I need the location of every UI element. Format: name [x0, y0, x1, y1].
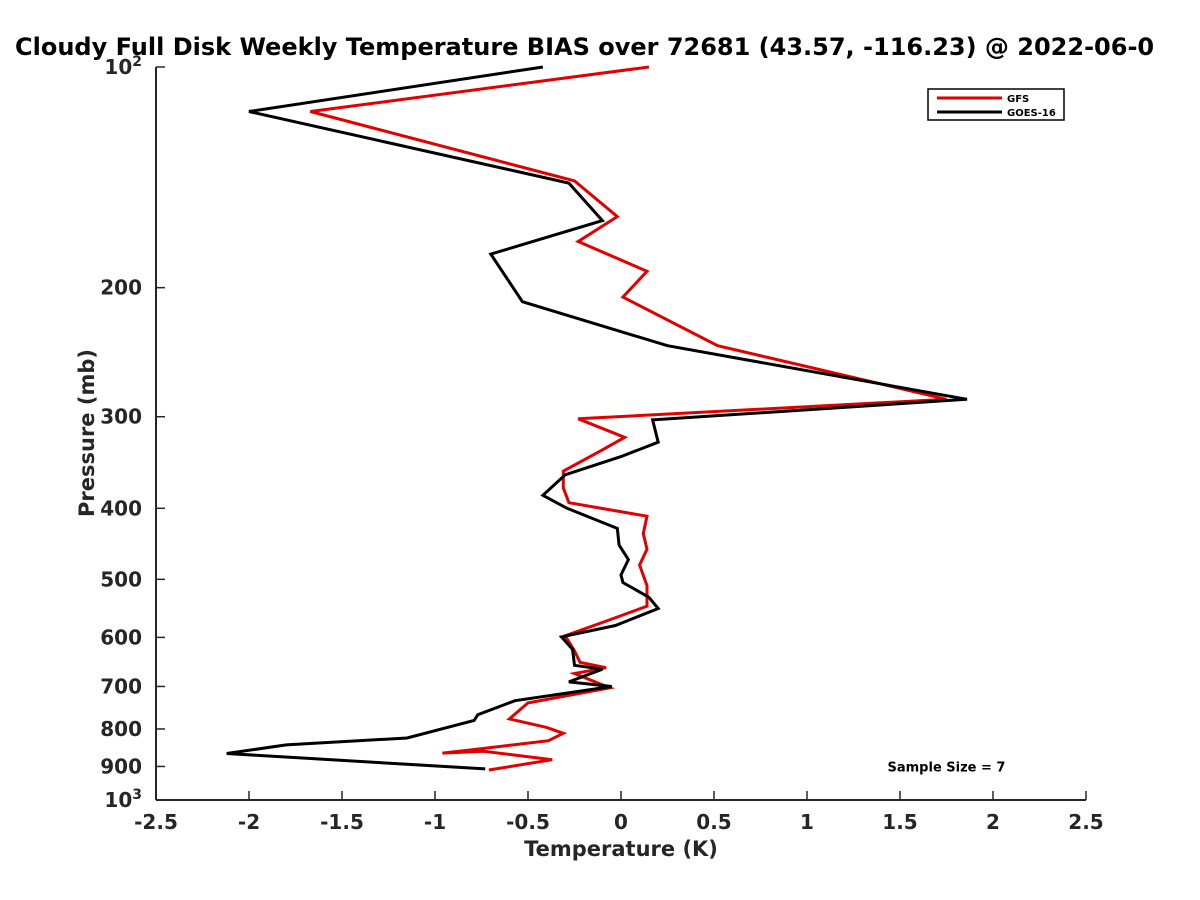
x-tick-label: -2.5	[134, 810, 178, 834]
chart-title: Cloudy Full Disk Weekly Temperature BIAS…	[15, 33, 1154, 61]
legend: GFS GOES-16	[927, 88, 1065, 121]
y-tick-label-base: 800	[100, 717, 142, 741]
y-tick-label-base: 10	[104, 55, 132, 79]
y-tick-label-base: 500	[100, 567, 142, 591]
sample-size-annotation: Sample Size = 7	[888, 760, 1006, 775]
y-axis-label: Pressure (mb)	[75, 349, 99, 517]
x-tick-label: -1	[424, 810, 446, 834]
y-tick-label: 103	[104, 787, 142, 812]
y-tick-label: 102	[104, 54, 142, 79]
axes: -2.5 -2 -1.5 -1 -0.5 0 0.5 1 1.5 2 2.5 10220030040…	[100, 54, 1103, 834]
x-tick-label: -0.5	[506, 810, 550, 834]
y-tick-label: 700	[100, 674, 142, 698]
y-tick-label-base: 900	[100, 754, 142, 778]
y-tick-label: 300	[100, 405, 142, 429]
legend-label: GFS	[1007, 94, 1029, 105]
y-tick-label: 200	[100, 276, 142, 300]
y-tick-label-exponent: 3	[132, 787, 142, 803]
legend-box	[927, 88, 1065, 121]
x-tick-label: 0	[614, 810, 628, 834]
series-line-goes-16	[226, 65, 968, 771]
x-tick-label: 2	[986, 810, 1000, 834]
x-axis-label: Temperature (K)	[524, 837, 718, 861]
y-tick-label: 500	[100, 567, 142, 591]
x-tick-label: -2	[238, 810, 260, 834]
x-ticks: -2.5 -2 -1.5 -1 -0.5 0 0.5 1 1.5 2 2.5	[134, 791, 1104, 834]
series-layer	[226, 65, 968, 772]
x-tick-label: 0.5	[696, 810, 731, 834]
y-tick-label: 900	[100, 754, 142, 778]
y-tick-label: 400	[100, 496, 142, 520]
y-tick-label: 800	[100, 717, 142, 741]
y-tick-label-base: 200	[100, 276, 142, 300]
y-tick-label-exponent: 2	[132, 54, 142, 70]
y-tick-label: 600	[100, 625, 142, 649]
y-tick-label-base: 10	[104, 788, 132, 812]
series-line-gfs	[310, 65, 947, 772]
x-tick-label: -1.5	[320, 810, 364, 834]
y-tick-label-base: 300	[100, 405, 142, 429]
x-tick-label: 1	[800, 810, 814, 834]
y-tick-label-base: 400	[100, 496, 142, 520]
y-tick-label-base: 700	[100, 674, 142, 698]
x-tick-label: 1.5	[882, 810, 917, 834]
x-tick-label: 2.5	[1068, 810, 1103, 834]
legend-label: GOES-16	[1007, 108, 1056, 119]
y-tick-label-base: 600	[100, 625, 142, 649]
